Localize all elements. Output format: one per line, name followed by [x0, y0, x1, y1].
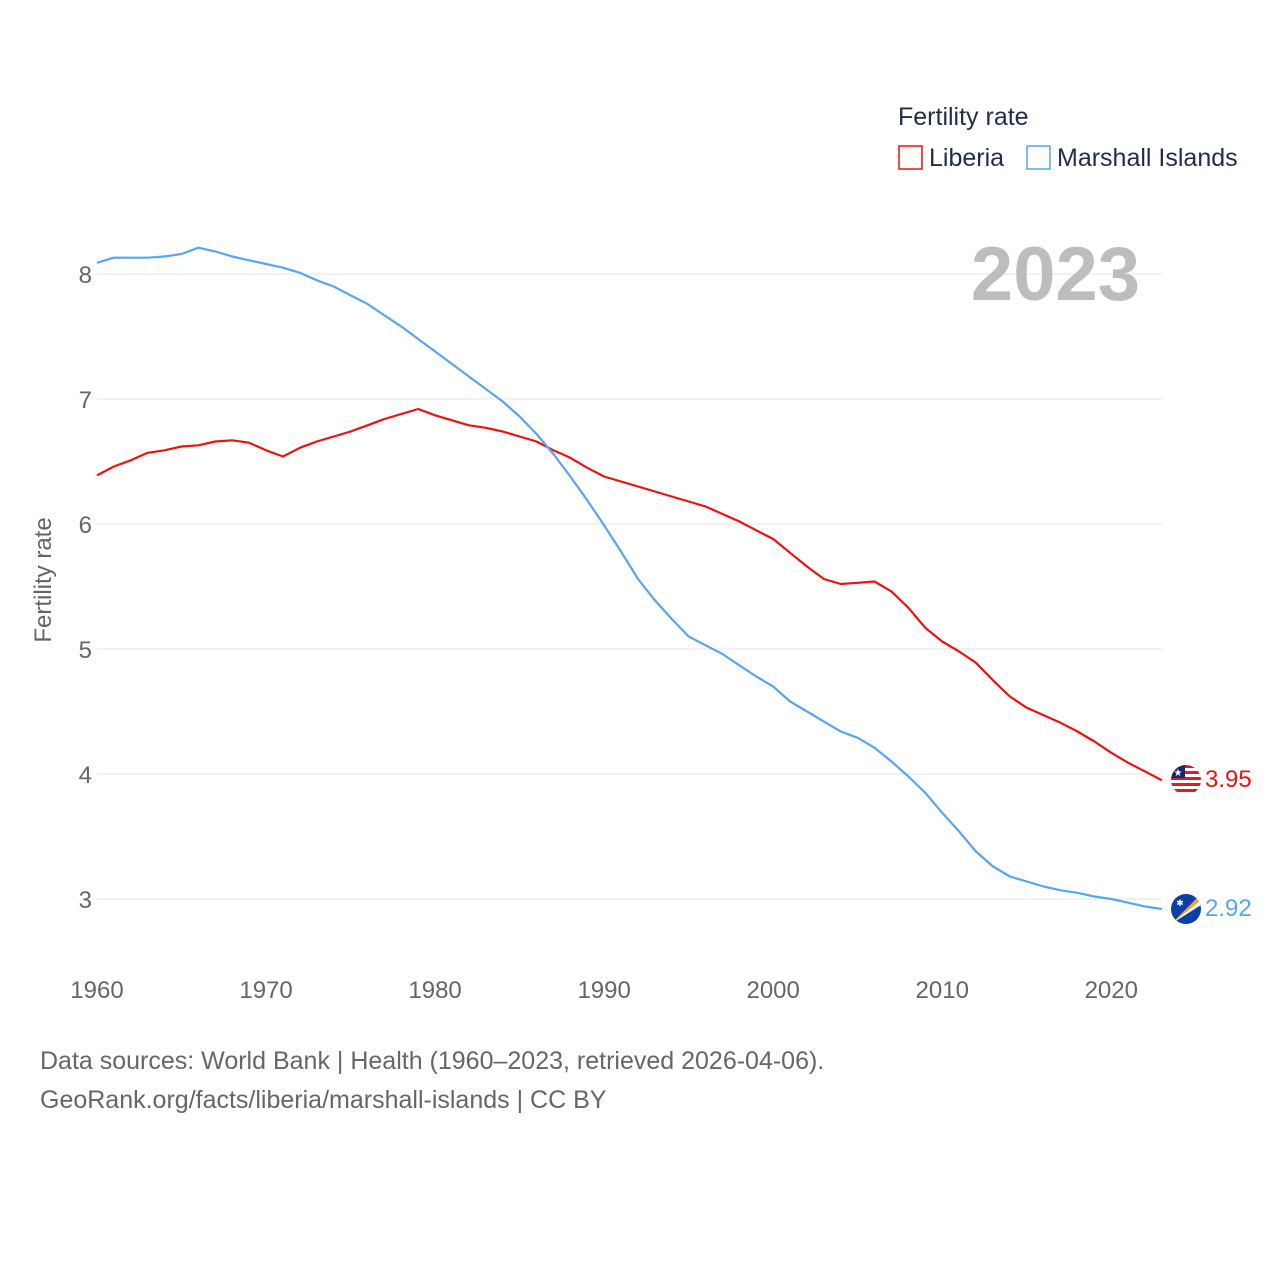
y-tick-label: 4	[79, 762, 92, 789]
legend-item-liberia[interactable]: Liberia	[898, 144, 1004, 172]
legend: Fertility rate Liberia Marshall Islands	[898, 103, 1238, 172]
series-line-marshall-islands	[96, 246, 1163, 911]
y-tick-label: 3	[79, 887, 92, 914]
x-tick-label: 1960	[70, 977, 123, 1004]
legend-title: Fertility rate	[898, 103, 1029, 131]
y-tick-label: 5	[79, 637, 92, 664]
gridlines	[97, 273, 1162, 900]
series-lines	[96, 246, 1163, 911]
marshall-islands-flag-icon: ✱	[1171, 894, 1201, 924]
x-tick-label: 1990	[577, 977, 630, 1004]
series-line-liberia	[96, 407, 1163, 782]
x-tick-label: 1980	[408, 977, 461, 1004]
legend-label-marshall-islands: Marshall Islands	[1057, 144, 1238, 172]
x-tick-label: 2000	[746, 977, 799, 1004]
liberia-flag-icon: ★	[1171, 765, 1201, 795]
end-label-marshall-islands: 2.92	[1205, 895, 1252, 922]
y-tick-label: 6	[79, 512, 92, 539]
x-tick-label: 2020	[1085, 977, 1138, 1004]
x-tick-label: 2010	[916, 977, 969, 1004]
legend-swatch-marshall-islands	[1026, 145, 1051, 170]
year-label: 2023	[971, 232, 1140, 317]
x-tick-label: 1970	[239, 977, 292, 1004]
svg-text:★: ★	[1174, 768, 1183, 779]
y-axis-title: Fertility rate	[30, 517, 57, 642]
footer-sources: Data sources: World Bank | Health (1960–…	[40, 1047, 824, 1075]
end-label-liberia: 3.95	[1205, 766, 1252, 793]
legend-swatch-liberia	[898, 145, 923, 170]
y-tick-label: 7	[79, 387, 92, 414]
footer-link[interactable]: GeoRank.org/facts/liberia/marshall-islan…	[40, 1086, 607, 1114]
legend-label-liberia: Liberia	[929, 144, 1004, 172]
x-axis-ticks: 1960 1970 1980 1990 2000 2010 2020	[70, 977, 1138, 1004]
svg-text:✱: ✱	[1176, 898, 1184, 908]
y-axis-ticks: 3 4 5 6 7 8	[79, 262, 92, 914]
legend-item-marshall-islands[interactable]: Marshall Islands	[1026, 144, 1238, 172]
y-tick-label: 8	[79, 262, 92, 289]
